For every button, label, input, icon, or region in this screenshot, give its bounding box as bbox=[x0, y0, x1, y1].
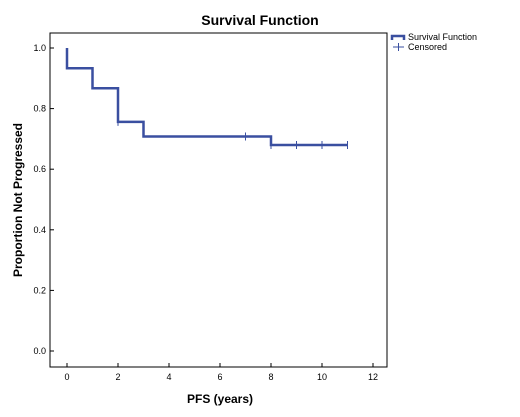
plot-area bbox=[49, 32, 388, 368]
x-tick-label: 2 bbox=[115, 372, 120, 382]
x-tick-label: 6 bbox=[217, 372, 222, 382]
legend-survival-label: Survival Function bbox=[408, 32, 477, 42]
legend-survival-swatch bbox=[390, 34, 406, 40]
y-axis-label: Proportion Not Progressed bbox=[11, 123, 25, 277]
y-tick-label: 0.2 bbox=[33, 285, 46, 295]
x-tick-label: 8 bbox=[268, 372, 273, 382]
plot-frame bbox=[49, 32, 388, 368]
y-tick-label: 1.0 bbox=[33, 43, 46, 53]
x-tick-label: 0 bbox=[64, 372, 69, 382]
x-tick-label: 12 bbox=[368, 372, 378, 382]
legend-censored-label: Censored bbox=[408, 42, 447, 52]
x-axis: 0 2 4 6 8 10 12 bbox=[64, 363, 378, 382]
x-tick-label: 10 bbox=[317, 372, 327, 382]
series-layer bbox=[65, 48, 348, 149]
y-tick-label: 0.4 bbox=[33, 225, 46, 235]
y-tick-label: 0.6 bbox=[33, 164, 46, 174]
y-axis: 0.0 0.2 0.4 0.6 0.8 1.0 bbox=[33, 43, 54, 356]
y-tick-label: 0.0 bbox=[33, 346, 46, 356]
chart-title: Survival Function bbox=[201, 12, 318, 28]
x-tick-label: 4 bbox=[166, 372, 171, 382]
x-axis-label: PFS (years) bbox=[187, 392, 253, 406]
y-tick-label: 0.8 bbox=[33, 104, 46, 114]
